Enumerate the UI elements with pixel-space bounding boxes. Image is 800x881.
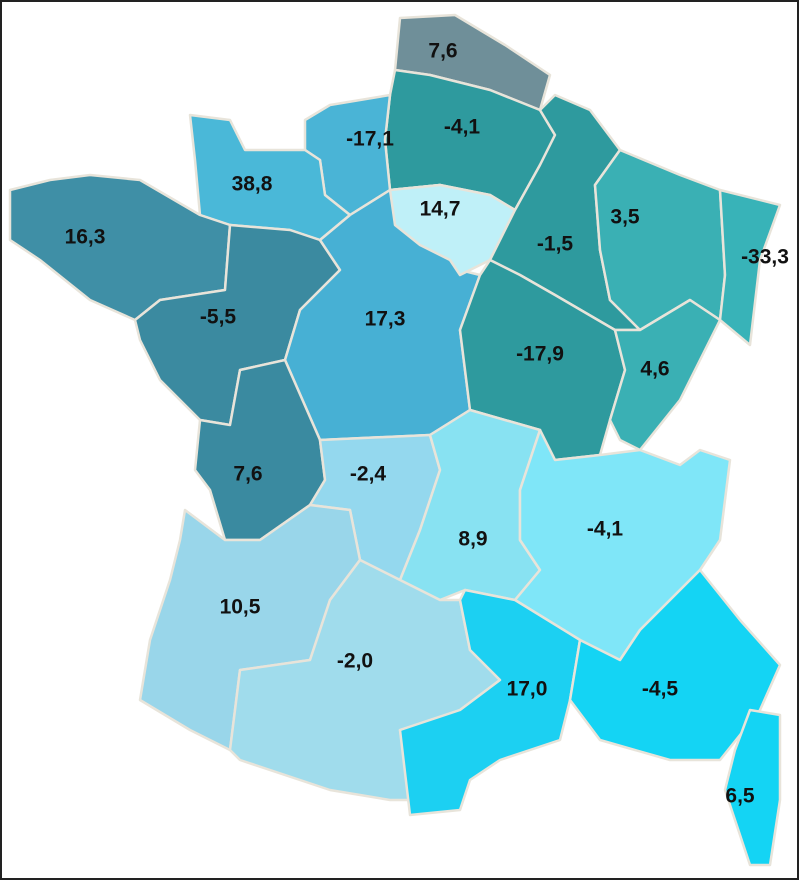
region-label: 10,5	[220, 596, 261, 619]
region	[718, 188, 782, 347]
region-label: 7,6	[428, 40, 457, 63]
region-label: 17,3	[365, 308, 406, 331]
region	[568, 568, 782, 762]
region-label: -1,5	[537, 233, 574, 256]
region-label: 16,3	[65, 226, 106, 249]
region-label: -4,1	[444, 116, 481, 139]
region-label: -4,1	[587, 518, 624, 541]
region-label: 4,6	[640, 358, 669, 381]
region-label: 3,5	[610, 206, 640, 229]
labels: 7,6 -4,1 -17,1 38,8 16,3 -5,5 17,3 14,7 -1,5 3,5 -…	[65, 40, 789, 808]
region-label: 14,7	[420, 198, 461, 221]
region	[723, 708, 782, 867]
region-label: -33,3	[741, 246, 789, 269]
region	[388, 183, 517, 277]
region-label: -17,9	[516, 343, 564, 366]
region-label: -17,1	[346, 128, 394, 151]
region-label: 38,8	[232, 173, 273, 196]
regions	[8, 13, 782, 867]
region-label: 17,0	[507, 678, 548, 701]
region-label: -5,5	[200, 306, 237, 329]
region-label: -2,0	[337, 650, 373, 673]
region-label: 8,9	[458, 528, 487, 551]
region-label: 6,5	[725, 785, 755, 808]
region-label: 7,6	[233, 463, 262, 486]
region-label: -4,5	[642, 678, 679, 701]
region-label: -2,4	[350, 463, 387, 486]
